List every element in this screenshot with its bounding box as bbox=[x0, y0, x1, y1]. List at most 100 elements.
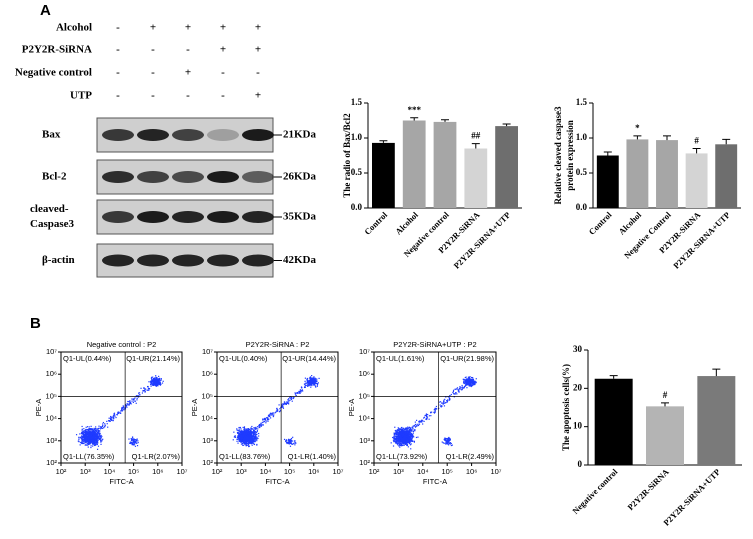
event bbox=[267, 421, 268, 422]
event bbox=[120, 413, 121, 414]
event bbox=[158, 376, 159, 377]
event bbox=[96, 434, 97, 435]
event bbox=[461, 389, 462, 390]
event bbox=[451, 394, 452, 395]
event bbox=[292, 440, 293, 441]
event bbox=[130, 402, 131, 403]
event bbox=[465, 379, 466, 380]
treatment-label: Negative control bbox=[15, 67, 92, 79]
event bbox=[138, 442, 139, 443]
event bbox=[412, 428, 413, 429]
x-tick-label: Control bbox=[587, 209, 614, 236]
treatment-mark: + bbox=[255, 22, 261, 34]
event bbox=[415, 424, 416, 425]
event bbox=[466, 387, 467, 388]
event bbox=[444, 440, 445, 441]
event bbox=[291, 440, 292, 441]
bar bbox=[626, 139, 648, 208]
event bbox=[101, 440, 102, 441]
event bbox=[305, 385, 306, 386]
event bbox=[254, 439, 255, 440]
blot-band bbox=[102, 129, 134, 141]
event bbox=[446, 400, 447, 401]
event bbox=[240, 437, 241, 438]
x-tick-label: 10² bbox=[56, 467, 67, 476]
event bbox=[284, 439, 285, 440]
event bbox=[403, 434, 404, 435]
event bbox=[134, 442, 135, 443]
event bbox=[284, 403, 285, 404]
quadrant-label: Q1-LL(73.92%) bbox=[376, 452, 428, 461]
treatment-mark: - bbox=[256, 67, 260, 79]
event bbox=[416, 425, 417, 426]
event bbox=[453, 391, 454, 392]
event-cloud bbox=[233, 375, 320, 447]
event bbox=[238, 433, 239, 434]
event bbox=[131, 439, 132, 440]
event bbox=[400, 438, 401, 439]
event bbox=[100, 428, 101, 429]
event bbox=[252, 445, 253, 446]
event bbox=[106, 421, 107, 422]
event bbox=[435, 410, 436, 411]
event bbox=[279, 411, 280, 412]
event bbox=[102, 439, 103, 440]
event bbox=[451, 445, 452, 446]
event bbox=[248, 437, 249, 438]
event bbox=[286, 439, 287, 440]
x-tick-label: P2Y2R-SiRNA bbox=[625, 466, 671, 512]
y-tick-label: 10⁶ bbox=[202, 369, 213, 378]
event bbox=[253, 427, 254, 428]
event bbox=[99, 433, 100, 434]
event bbox=[286, 442, 287, 443]
treatment-mark: + bbox=[255, 90, 261, 102]
event bbox=[410, 427, 411, 428]
error-bar bbox=[693, 149, 701, 154]
event bbox=[446, 438, 447, 439]
event bbox=[248, 439, 249, 440]
event bbox=[101, 435, 102, 436]
y-tick-label: 10⁴ bbox=[358, 414, 370, 423]
event bbox=[81, 438, 82, 439]
chart-title: Negative control : P2 bbox=[87, 340, 157, 349]
event bbox=[403, 445, 404, 446]
event bbox=[304, 387, 305, 388]
event bbox=[86, 439, 87, 440]
event bbox=[250, 439, 251, 440]
event bbox=[239, 434, 240, 435]
event bbox=[284, 402, 285, 403]
event bbox=[411, 433, 412, 434]
event bbox=[445, 402, 446, 403]
blot-label: β-actin bbox=[42, 254, 75, 266]
event bbox=[472, 381, 473, 382]
event bbox=[253, 439, 254, 440]
event bbox=[435, 409, 436, 410]
event bbox=[449, 440, 450, 441]
event bbox=[83, 437, 84, 438]
event bbox=[86, 427, 87, 428]
event bbox=[244, 438, 245, 439]
event bbox=[93, 441, 94, 442]
bar bbox=[697, 376, 735, 465]
event bbox=[471, 385, 472, 386]
event bbox=[404, 440, 405, 441]
event bbox=[94, 442, 95, 443]
event bbox=[451, 443, 452, 444]
event bbox=[98, 426, 99, 427]
blot-label: cleaved- bbox=[30, 203, 69, 215]
treatment-mark: + bbox=[255, 44, 261, 56]
event bbox=[457, 387, 458, 388]
event bbox=[240, 440, 241, 441]
event bbox=[249, 443, 250, 444]
event bbox=[111, 419, 112, 420]
event bbox=[151, 378, 152, 379]
event bbox=[117, 414, 118, 415]
event bbox=[260, 423, 261, 424]
event bbox=[400, 428, 401, 429]
event bbox=[458, 389, 459, 390]
event bbox=[250, 430, 251, 431]
event bbox=[397, 440, 398, 441]
event bbox=[131, 401, 132, 402]
event bbox=[137, 445, 138, 446]
event bbox=[89, 443, 90, 444]
